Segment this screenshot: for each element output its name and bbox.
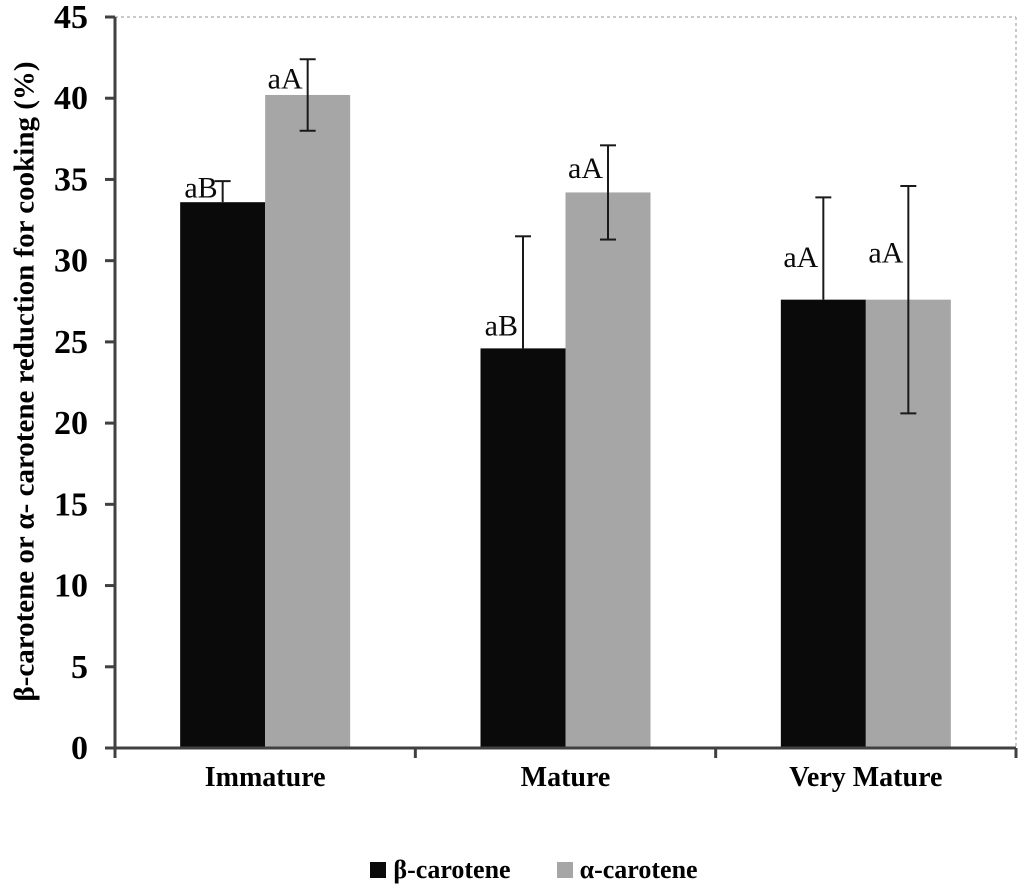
annotation-beta-carotene-very-mature: aA [783, 241, 818, 274]
annotation-beta-carotene-mature: aB [485, 309, 518, 342]
y-tick-label-35: 35 [54, 161, 88, 198]
legend: β-carotene α-carotene [22, 856, 1024, 884]
y-tick-label-30: 30 [54, 243, 88, 280]
legend-label-alpha-carotene: α-carotene [579, 855, 698, 884]
y-tick-label-20: 20 [54, 405, 88, 442]
annotation-beta-carotene-immature: aB [184, 171, 217, 204]
y-tick-label-45: 45 [54, 0, 88, 36]
legend-swatch-alpha-carotene-icon [556, 862, 573, 878]
category-label-immature: Immature [205, 762, 326, 793]
legend-label-beta-carotene: β-carotene [393, 855, 511, 884]
legend-item-beta-carotene: β-carotene [370, 855, 511, 884]
y-tick-label-0: 0 [71, 730, 88, 767]
legend-item-alpha-carotene: α-carotene [556, 855, 698, 884]
y-tick-label-15: 15 [54, 486, 88, 523]
bar-alpha-carotene-mature [565, 192, 651, 748]
y-tick-label-5: 5 [71, 649, 88, 686]
y-tick-label-40: 40 [54, 80, 88, 117]
annotation-alpha-carotene-very-mature: aA [868, 236, 903, 269]
bar-beta-carotene-very-mature [780, 299, 866, 748]
y-tick-label-10: 10 [54, 568, 88, 605]
category-label-mature: Mature [521, 762, 611, 793]
bar-alpha-carotene-immature [265, 94, 351, 749]
legend-swatch-beta-carotene-icon [370, 862, 387, 878]
y-tick-label-25: 25 [54, 324, 88, 361]
annotation-alpha-carotene-mature: aA [568, 152, 603, 185]
bar-beta-carotene-immature [180, 202, 266, 749]
category-label-very-mature: Very Mature [789, 762, 942, 793]
bar-beta-carotene-mature [480, 348, 566, 748]
annotation-alpha-carotene-immature: aA [268, 62, 303, 95]
